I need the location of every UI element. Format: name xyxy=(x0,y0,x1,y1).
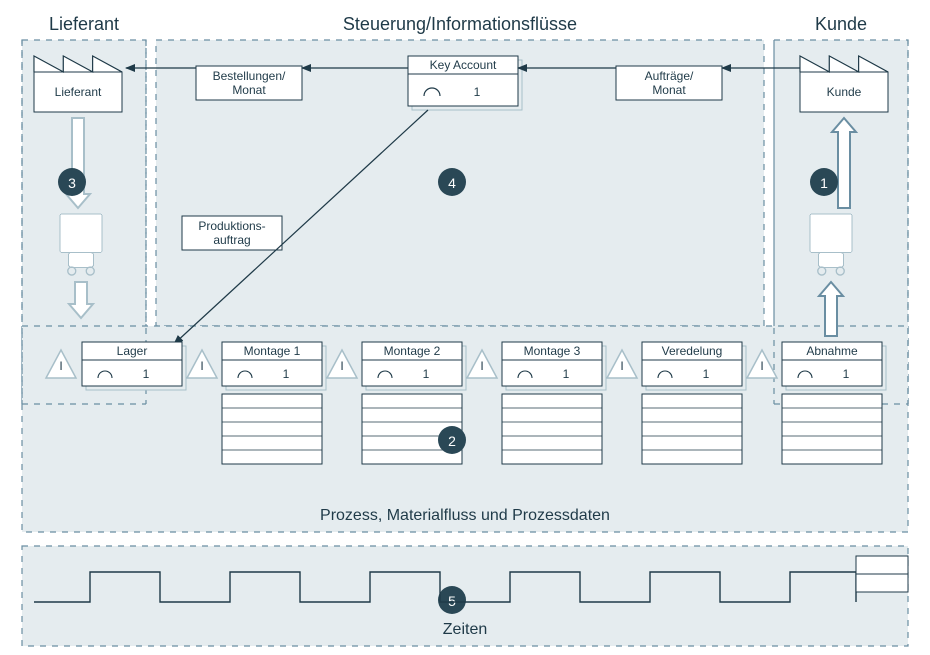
svg-text:I: I xyxy=(480,359,483,373)
diagram-svg: Lieferant Kunde Steuerung/Informationsflüs… xyxy=(0,0,930,655)
process-montage2: Montage 2 1 xyxy=(362,342,466,390)
pane-times-title: Zeiten xyxy=(443,621,487,638)
factory-customer-label: Kunde xyxy=(827,85,862,99)
svg-text:I: I xyxy=(59,359,62,373)
svg-text:5: 5 xyxy=(448,593,456,609)
info-jobs: Aufträge/Monat xyxy=(616,66,722,100)
process-montage1-count: 1 xyxy=(283,367,290,381)
badge-5: 5 xyxy=(438,586,466,614)
factory-supplier-label: Lieferant xyxy=(55,85,102,99)
process-veredelung-data xyxy=(642,394,742,464)
svg-text:I: I xyxy=(340,359,343,373)
info-orders: Bestellungen/Monat xyxy=(196,66,302,100)
process-montage1-label: Montage 1 xyxy=(244,344,301,358)
svg-text:3: 3 xyxy=(68,175,76,191)
info-prod-order-l2: auftrag xyxy=(213,233,250,247)
process-abnahme-count: 1 xyxy=(843,367,850,381)
process-lager: Lager 1 xyxy=(82,342,186,390)
factory-supplier: Lieferant xyxy=(34,56,122,112)
process-montage2-label: Montage 2 xyxy=(384,344,441,358)
pane-process-title: Prozess, Materialfluss und Prozessdaten xyxy=(320,507,610,524)
badge-3: 3 xyxy=(58,168,86,196)
pane-supplier-title: Lieferant xyxy=(49,14,119,34)
info-prod-order: Produktions-auftrag xyxy=(182,216,282,250)
process-montage3-count: 1 xyxy=(563,367,570,381)
process-veredelung-count: 1 xyxy=(703,367,710,381)
info-orders-l1: Bestellungen/ xyxy=(213,69,286,83)
timeline-summary xyxy=(856,556,908,592)
svg-text:I: I xyxy=(200,359,203,373)
process-lager-count: 1 xyxy=(143,367,150,381)
process-abnahme-label: Abnahme xyxy=(806,344,858,358)
process-montage3-label: Montage 3 xyxy=(524,344,581,358)
process-montage3-data xyxy=(502,394,602,464)
control-box-title: Key Account xyxy=(430,58,497,72)
process-montage3: Montage 3 1 xyxy=(502,342,606,390)
process-montage1-data xyxy=(222,394,322,464)
svg-text:4: 4 xyxy=(448,175,456,191)
process-abnahme-data xyxy=(782,394,882,464)
info-prod-order-l1: Produktions- xyxy=(198,219,265,233)
process-montage1: Montage 1 1 xyxy=(222,342,326,390)
process-lager-label: Lager xyxy=(117,344,148,358)
pane-control-title: Steuerung/Informationsflüsse xyxy=(343,14,577,34)
factory-customer: Kunde xyxy=(800,56,888,112)
info-jobs-l2: Monat xyxy=(652,83,686,97)
process-veredelung-label: Veredelung xyxy=(662,344,723,358)
svg-text:1: 1 xyxy=(820,175,828,191)
badge-2: 2 xyxy=(438,426,466,454)
svg-text:I: I xyxy=(760,359,763,373)
info-jobs-l1: Aufträge/ xyxy=(645,69,694,83)
badge-1: 1 xyxy=(810,168,838,196)
process-montage2-count: 1 xyxy=(423,367,430,381)
svg-text:2: 2 xyxy=(448,433,456,449)
process-abnahme: Abnahme 1 xyxy=(782,342,886,390)
control-box-count: 1 xyxy=(474,85,481,99)
info-orders-l2: Monat xyxy=(232,83,266,97)
vsm-diagram: Lieferant Kunde Steuerung/Informationsflüs… xyxy=(0,0,930,655)
svg-text:I: I xyxy=(620,359,623,373)
control-box-key-account: Key Account 1 xyxy=(408,56,522,110)
badge-4: 4 xyxy=(438,168,466,196)
process-veredelung: Veredelung 1 xyxy=(642,342,746,390)
pane-customer-title: Kunde xyxy=(815,14,867,34)
